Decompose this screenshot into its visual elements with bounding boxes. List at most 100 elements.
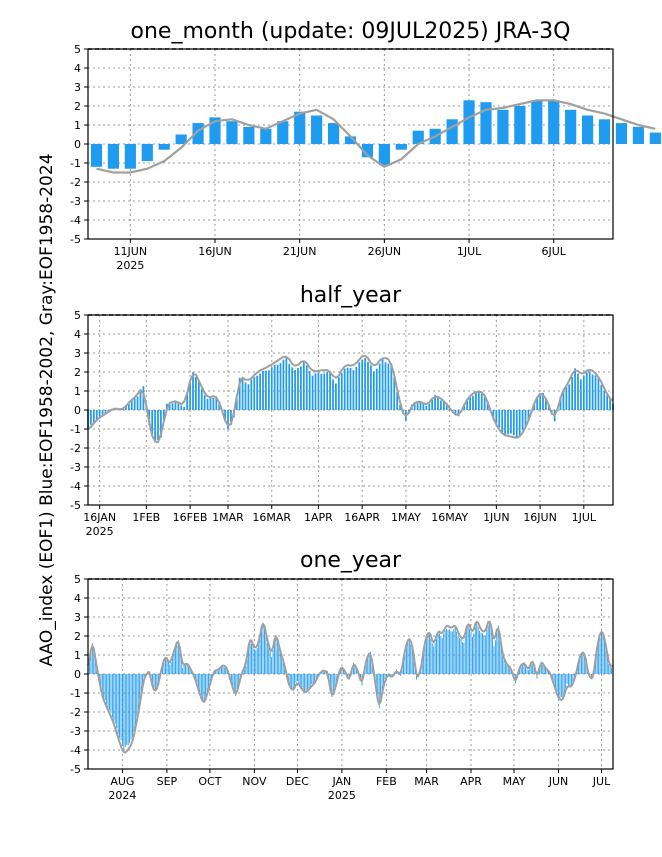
data-bar — [187, 666, 189, 674]
data-bar — [215, 669, 217, 674]
y-tick-label: -2 — [70, 706, 81, 719]
data-bar — [168, 404, 171, 410]
data-bar — [225, 667, 227, 674]
data-bar — [209, 117, 221, 144]
data-bar — [315, 674, 317, 680]
data-bar — [285, 358, 288, 410]
data-bar — [381, 359, 384, 410]
data-bar — [271, 657, 273, 674]
data-bar — [545, 667, 547, 674]
data-bar — [583, 653, 585, 674]
data-bar — [158, 144, 170, 150]
data-bar — [154, 410, 156, 443]
data-bar — [515, 410, 518, 438]
data-bar — [384, 674, 386, 682]
data-bar — [218, 401, 221, 410]
data-bar — [117, 674, 119, 735]
data-bar — [220, 665, 222, 674]
data-bar — [439, 633, 440, 674]
data-bar — [259, 637, 261, 674]
y-tick-label: 4 — [74, 62, 81, 75]
data-bar — [416, 674, 417, 680]
data-bar — [548, 671, 549, 674]
x-tick-label: 16JAN — [83, 511, 116, 524]
data-bar — [334, 674, 336, 689]
data-bar — [308, 370, 311, 410]
data-bar — [602, 635, 604, 674]
x-tick-label: 16MAR — [252, 511, 291, 524]
data-bar — [548, 100, 560, 144]
data-bar — [578, 663, 580, 674]
data-bar — [434, 394, 436, 410]
data-bar — [305, 365, 308, 410]
data-bar — [142, 386, 145, 410]
data-bar — [253, 377, 256, 410]
series-line-gray — [87, 354, 614, 444]
data-bar — [477, 626, 479, 674]
data-bar — [495, 410, 498, 425]
data-bar — [560, 674, 562, 698]
data-bar — [173, 651, 175, 674]
data-bar — [499, 637, 501, 674]
data-bar — [192, 123, 204, 144]
data-bar — [483, 395, 486, 410]
data-bar — [329, 674, 331, 690]
data-bar — [514, 106, 526, 144]
x-tick-year-label: 2025 — [328, 789, 356, 802]
data-bar — [311, 674, 313, 685]
data-bar — [132, 674, 133, 737]
data-bar — [521, 410, 524, 431]
data-bar — [446, 628, 448, 674]
y-tick-label: -4 — [70, 214, 81, 227]
data-bar — [332, 379, 334, 410]
data-bar — [130, 674, 132, 740]
data-bar — [475, 392, 477, 410]
data-bar — [393, 376, 396, 410]
data-bar — [450, 631, 452, 674]
data-bar — [238, 377, 241, 410]
data-bar — [365, 659, 367, 674]
chart-panel-one-month: one_month (update: 09JUL2025) JRA-3Q 5 4 3 2… — [70, 19, 661, 272]
data-bar — [367, 361, 369, 410]
data-bar — [489, 622, 491, 674]
data-bar — [209, 397, 212, 410]
x-tick-label: 1JUL — [457, 245, 482, 258]
data-bar — [268, 646, 270, 674]
data-bar — [396, 392, 399, 410]
data-bar — [598, 641, 600, 674]
data-bar — [317, 674, 318, 676]
data-bar — [196, 674, 198, 685]
data-bar — [597, 377, 600, 410]
data-bar — [355, 366, 358, 410]
y-tick-label: 1 — [74, 649, 81, 662]
data-bar — [565, 386, 568, 410]
data-bar — [279, 651, 281, 674]
data-bar — [605, 646, 607, 674]
data-bar — [364, 358, 366, 410]
data-bar — [165, 657, 166, 674]
data-bar — [471, 636, 473, 674]
x-tick-label: 1MAR — [212, 511, 244, 524]
data-bar — [192, 372, 194, 410]
data-bar — [238, 674, 240, 684]
data-bar — [302, 362, 305, 410]
data-bar — [167, 661, 169, 674]
data-bar — [179, 648, 181, 674]
y-tick-label: -1 — [70, 423, 81, 436]
data-bar — [603, 640, 605, 674]
data-bar — [270, 367, 273, 410]
data-bar — [216, 669, 218, 674]
data-bar — [407, 641, 409, 674]
data-bar — [281, 657, 283, 674]
data-bar — [299, 674, 301, 686]
data-bar — [632, 126, 644, 144]
data-bar — [141, 144, 153, 162]
data-bar — [95, 410, 98, 420]
data-bar — [250, 379, 253, 410]
data-bar — [445, 403, 448, 410]
data-bar — [375, 368, 378, 410]
x-tick-label: JUL — [592, 775, 611, 788]
data-bar — [266, 643, 268, 674]
data-bar — [585, 372, 588, 410]
